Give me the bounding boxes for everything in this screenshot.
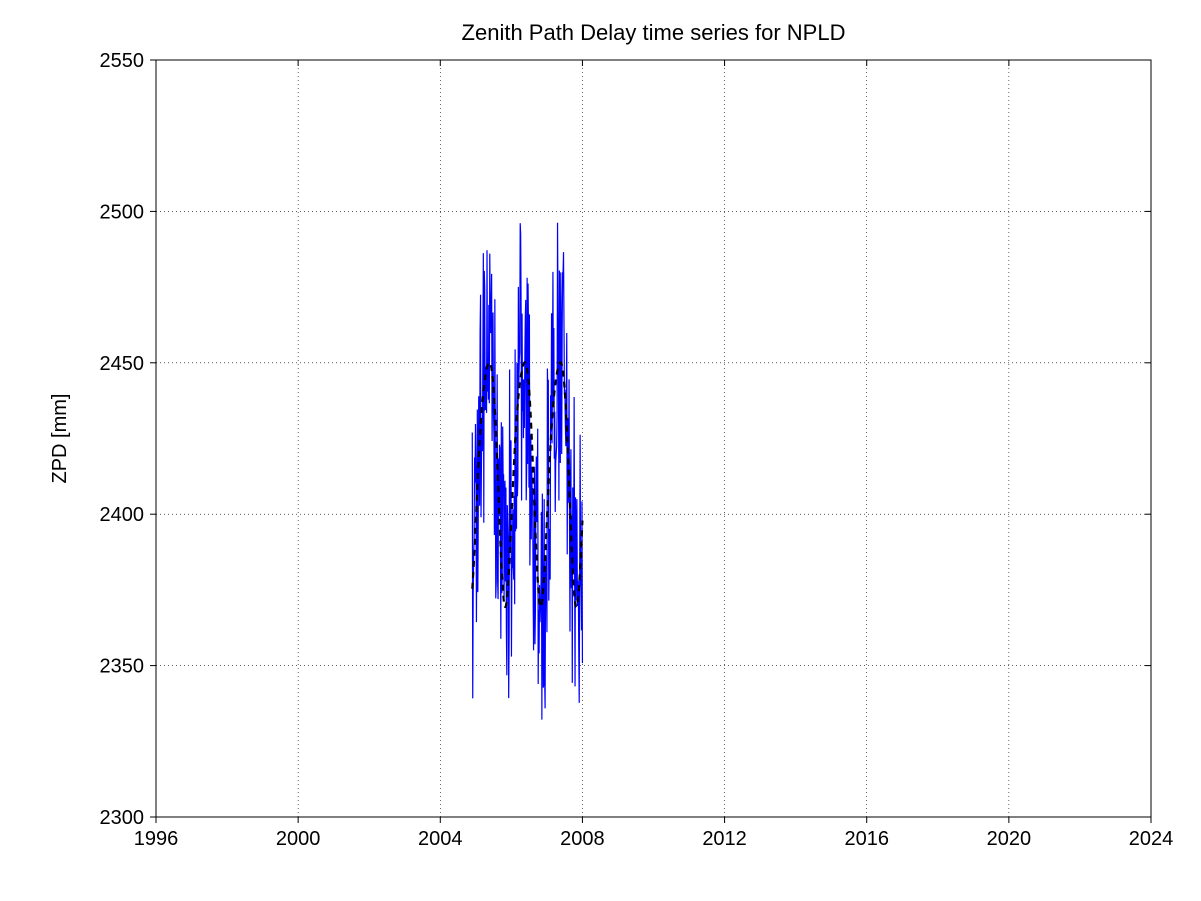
x-tick-label: 2012 [702,828,747,850]
chart-svg: 1996 2000 2004 2008 2012 2016 2020 2024 2300 235… [0,0,1201,901]
y-tick-label: 2400 [100,504,145,526]
x-tick-label: 2004 [418,828,463,850]
x-tick-label: 2020 [987,828,1032,850]
chart-title: Zenith Path Delay time series for NPLD [462,20,846,45]
y-tick-label: 2450 [100,353,145,375]
chart-container: 1996 2000 2004 2008 2012 2016 2020 2024 2300 235… [0,0,1201,901]
x-tick-label: 2016 [844,828,889,850]
x-tick-label: 2000 [276,828,321,850]
y-tick-label: 2350 [100,656,145,678]
x-tick-label: 1996 [134,828,179,850]
x-tick-label: 2008 [560,828,605,850]
y-tick-label: 2550 [100,50,145,72]
plot-background [156,60,1151,817]
y-axis-label: ZPD [mm] [49,394,71,484]
x-tick-label: 2024 [1129,828,1174,850]
y-tick-label: 2500 [100,201,145,223]
y-tick-label: 2300 [100,807,145,829]
